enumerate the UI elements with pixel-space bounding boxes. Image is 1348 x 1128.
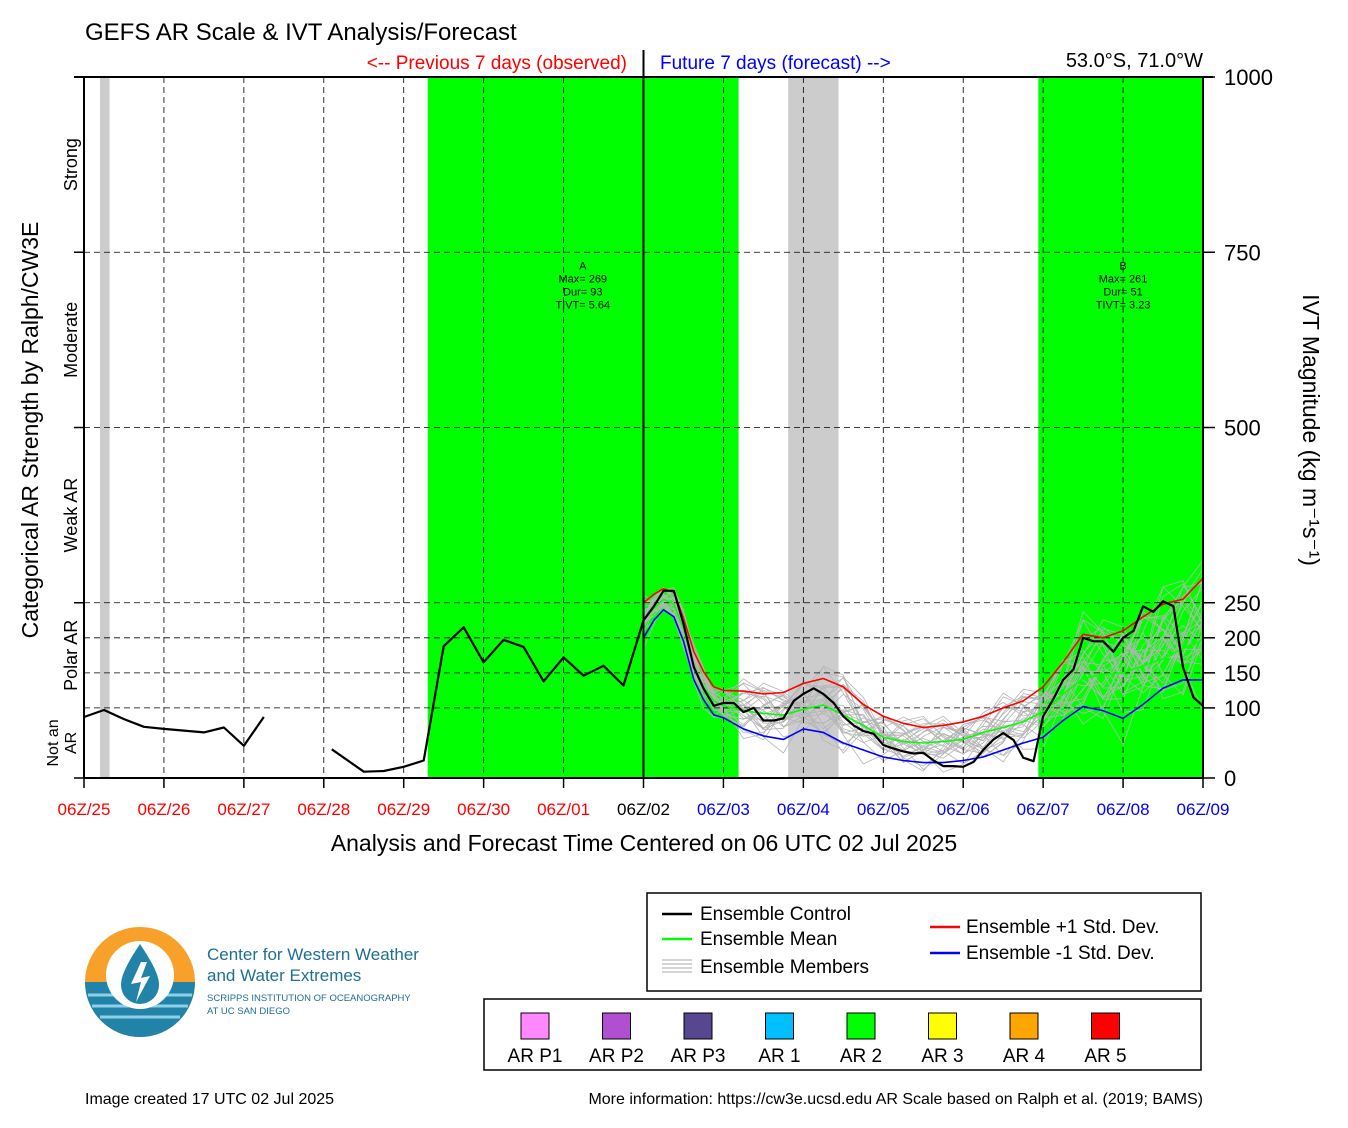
y-tick-label: 0 (1224, 766, 1236, 791)
y-tick-label: 250 (1224, 591, 1261, 616)
color-scale-label: AR P3 (671, 1046, 726, 1067)
footer-info: More information: https://cw3e.ucsd.edu … (588, 1091, 1203, 1108)
series-line-ensemble-control (83, 708, 265, 747)
event-annotation-line: B (1119, 260, 1126, 272)
color-scale-label: AR 5 (1084, 1046, 1126, 1067)
category-label: Polar AR (61, 620, 81, 691)
legend-box (646, 892, 1202, 992)
x-tick-label: 06Z/09 (1177, 800, 1230, 819)
event-annotation-line: Max= 261 (1099, 273, 1148, 285)
left-axis-label: Categorical AR Strength by Ralph/CW3E (17, 222, 43, 639)
right-axis-label: IVT Magnitude (kg m⁻¹s⁻¹) (1298, 294, 1324, 566)
y-tick-label: 500 (1224, 416, 1261, 441)
category-label: AR (63, 732, 80, 754)
ensemble-member-line (643, 598, 1204, 772)
color-scale-label: AR 1 (758, 1046, 800, 1067)
color-scale-label: AR 2 (840, 1046, 882, 1067)
chart-title: GEFS AR Scale & IVT Analysis/Forecast (85, 19, 517, 46)
x-tick-label: 06Z/05 (857, 800, 910, 819)
y-tick-label: 750 (1224, 240, 1261, 265)
x-tick-label: 06Z/02 (617, 800, 670, 819)
event-annotation-line: A (579, 260, 587, 272)
event-annotation-line: Dur= 51 (1103, 286, 1142, 298)
legend-mean-label: Ensemble Mean (700, 929, 837, 950)
series-line-ensemble-1-std-dev (642, 577, 1204, 729)
category-label: Moderate (61, 302, 81, 378)
category-label: Not an (45, 719, 62, 766)
color-scale-swatch (1009, 1012, 1039, 1040)
y-tick-label: 100 (1224, 696, 1261, 721)
color-scale-label: AR P1 (508, 1046, 563, 1067)
logo-line1: Center for Western Weather (207, 945, 419, 964)
legend-control-label: Ensemble Control (700, 904, 851, 925)
ensemble-member-line (643, 560, 1204, 744)
color-scale-swatch (846, 1012, 876, 1040)
x-tick-label: 06Z/28 (297, 800, 350, 819)
series-line-ensemble-1-std-dev (642, 608, 1203, 764)
axes: 06Z/25 06Z/26 06Z/27 06Z/28 06Z/29 06Z/30 06Z/… (45, 50, 1273, 819)
color-scale-swatch (602, 1012, 631, 1040)
ensemble-member-line (643, 601, 1204, 773)
color-scale-label: AR P2 (589, 1046, 644, 1067)
location-label: 53.0°S, 71.0°W (1066, 50, 1203, 72)
color-scale-swatch (928, 1012, 957, 1040)
series-lines (83, 577, 1204, 773)
logo-bolt-icon (131, 962, 150, 1002)
category-label: Weak AR (61, 478, 81, 553)
event-annotation-line: Dur= 93 (563, 286, 602, 298)
color-scale-label: AR 3 (921, 1046, 963, 1067)
x-tick-label: 06Z/07 (1017, 800, 1070, 819)
series-line-ensemble-control (331, 589, 1204, 773)
legend: Ensemble Control Ensemble Mean Ensemble … (646, 892, 1202, 992)
x-tick-label: 06Z/04 (777, 800, 830, 819)
x-tick-label: 06Z/26 (137, 800, 190, 819)
logo-line4: AT UC SAN DIEGO (207, 1006, 290, 1017)
x-tick-label: 06Z/30 (457, 800, 510, 819)
y-tick-label: 1000 (1224, 65, 1273, 90)
color-scale-swatch (765, 1012, 794, 1040)
future-label: Future 7 days (forecast) --> (660, 53, 891, 74)
x-tick-label: 06Z/03 (697, 800, 750, 819)
x-tick-label: 06Z/08 (1097, 800, 1150, 819)
legend-members-label: Ensemble Members (700, 957, 869, 978)
color-scale-label: AR 4 (1003, 1046, 1046, 1067)
category-label: Strong (61, 138, 81, 191)
footer-created: Image created 17 UTC 02 Jul 2025 (85, 1091, 334, 1108)
ar-color-scale: AR P1 AR P2 AR P3 AR 1 AR 2 AR 3 AR 4 AR 5 (483, 998, 1202, 1071)
legend-minus-label: Ensemble -1 Std. Dev. (966, 943, 1155, 964)
color-scale-swatch (683, 1012, 713, 1040)
color-scale-swatch (1091, 1012, 1120, 1040)
y-tick-label: 150 (1224, 661, 1261, 686)
x-tick-label: 06Z/27 (217, 800, 270, 819)
x-axis-label: Analysis and Forecast Time Centered on 0… (331, 830, 957, 856)
x-tick-label: 06Z/25 (58, 800, 111, 819)
event-annotation-line: Max= 269 (558, 273, 607, 285)
logo-line3: SCRIPPS INSTITUTION OF OCEANOGRAPHY (207, 993, 411, 1004)
event-annotation-line: TIVT= 3.23 (1096, 299, 1151, 311)
legend-members-swatch (662, 959, 692, 973)
x-tick-label: 06Z/01 (537, 800, 590, 819)
previous-label: <-- Previous 7 days (observed) (367, 53, 627, 74)
cw3e-logo: Center for Western Weather and Water Ext… (85, 927, 419, 1037)
legend-plus-label: Ensemble +1 Std. Dev. (966, 917, 1159, 938)
grid-lines (84, 77, 1203, 778)
event-annotation-line: TIVT= 5.64 (555, 299, 610, 311)
color-scale-swatch (520, 1012, 550, 1040)
logo-line2: and Water Extremes (207, 966, 361, 985)
x-tick-label: 06Z/06 (937, 800, 990, 819)
y-tick-label: 200 (1224, 626, 1261, 651)
x-tick-label: 06Z/29 (377, 800, 430, 819)
